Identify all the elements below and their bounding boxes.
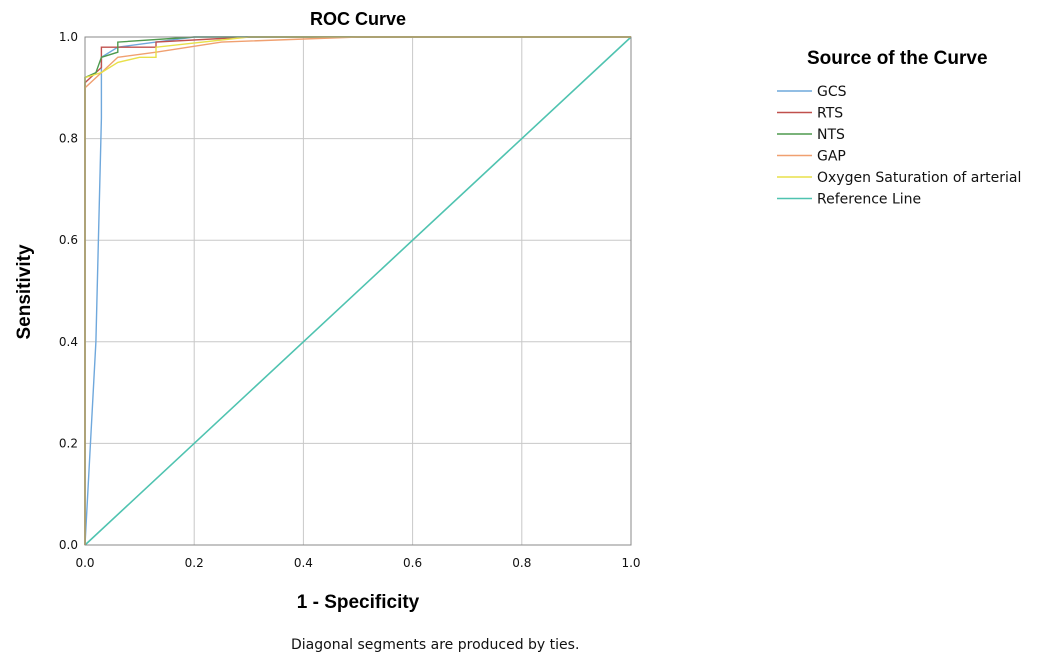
x-tick-label: 0.2 [185,556,204,570]
legend-entry-label: GCS [817,84,847,100]
x-tick-label: 0.0 [75,556,94,570]
legend-entry-label: RTS [817,106,843,122]
x-axis-label: 1 - Specificity [297,592,420,613]
series-line-rts [84,36,631,545]
y-tick-label: 0.4 [59,335,78,349]
x-tick-label: 1.0 [621,556,640,570]
legend: GCS RTS NTS GAP Oxygen Saturation of arteria… [777,84,1021,208]
legend-entry-label: NTS [817,127,845,143]
legend-entry-label: Reference Line [817,192,921,208]
plot-frame [84,36,632,546]
series-line-oxygen-saturation-of-arterial [84,36,631,545]
y-tick-label: 0.0 [59,538,78,552]
x-tick-label: 0.8 [512,556,531,570]
tick-labels: 0.0 0.2 0.4 0.6 0.8 1.0 0.0 0.2 0.4 0.6 0.8 1.0 [59,30,641,570]
series-line-gap [84,36,631,545]
ties-note: Diagonal segments are produced by ties. [291,637,579,653]
y-tick-label: 0.2 [59,436,78,450]
legend-entry-label: GAP [817,149,846,165]
chart-title: ROC Curve [310,9,406,29]
y-tick-label: 1.0 [59,30,78,44]
x-tick-label: 0.6 [403,556,422,570]
y-tick-label: 0.8 [59,132,78,146]
y-axis-label: Sensitivity [14,244,35,339]
legend-title: Source of the Curve [807,48,988,69]
y-tick-label: 0.6 [59,233,78,247]
x-tick-label: 0.4 [294,556,313,570]
series-line-reference-line [84,36,632,546]
legend-entry-label: Oxygen Saturation of arterial [817,170,1021,186]
series-lines [84,36,632,546]
grid-lines [84,36,632,546]
